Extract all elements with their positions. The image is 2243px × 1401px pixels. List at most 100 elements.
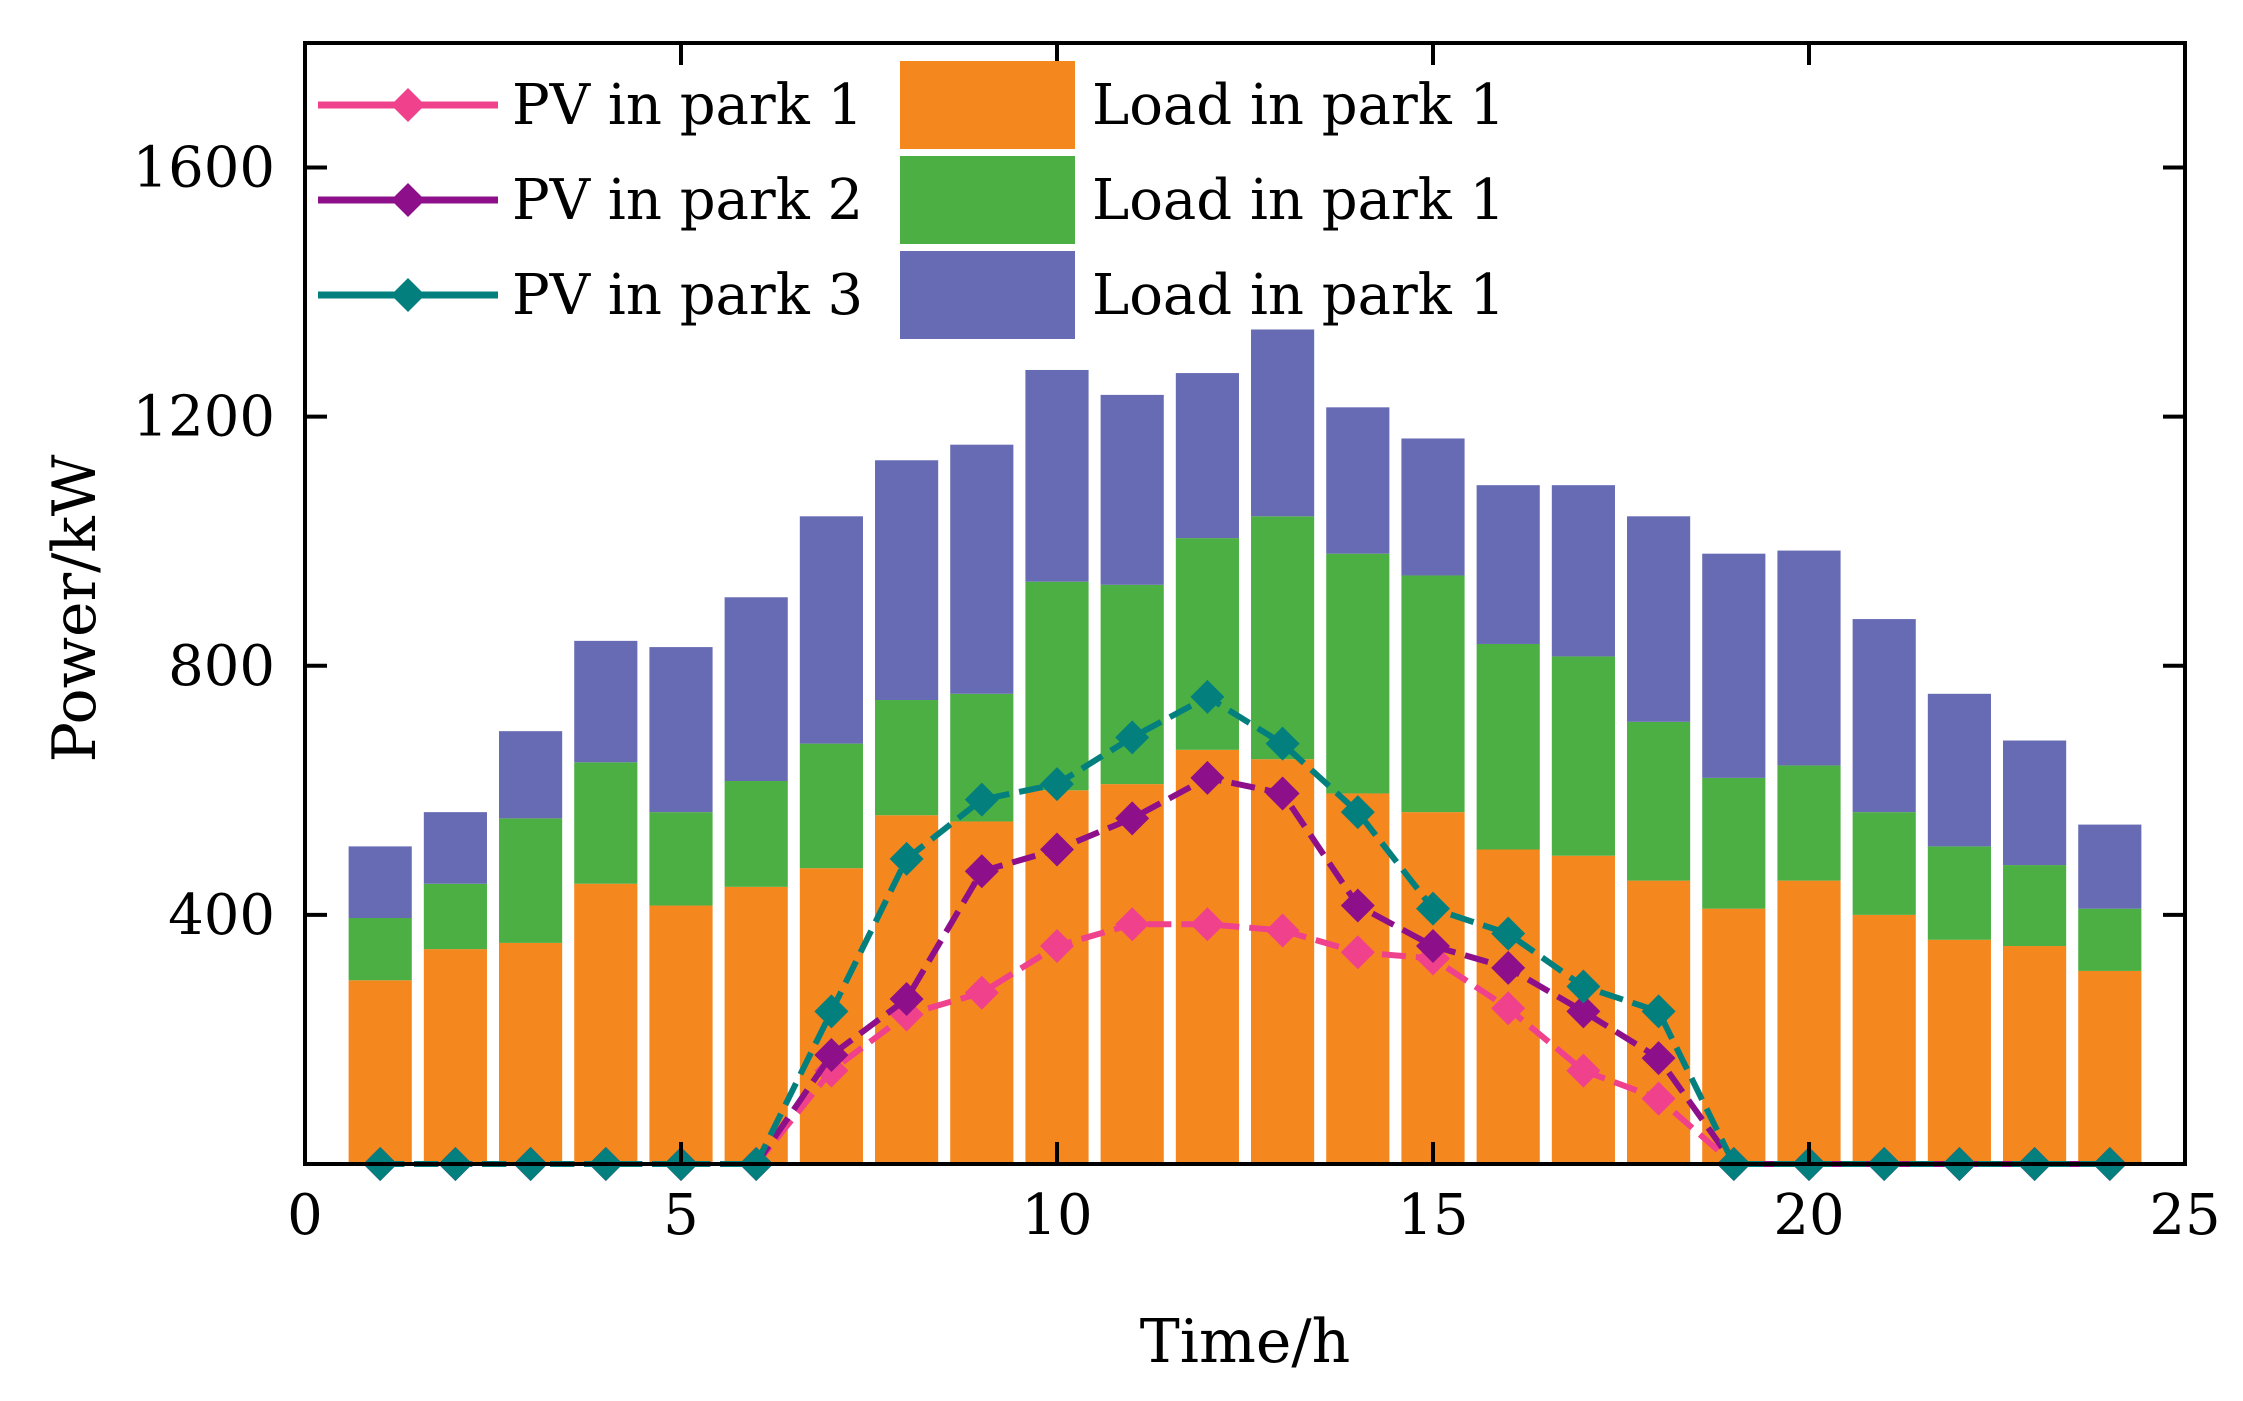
bar-3-1 [348, 846, 412, 919]
pv-marker-3-14 [1340, 795, 1375, 830]
bar-1-20 [1777, 880, 1841, 1164]
pv-line-3 [380, 693, 2110, 1167]
bar-1-11 [1100, 784, 1164, 1164]
y-tick-label-400: 400 [168, 883, 275, 948]
bar-3-21 [1852, 619, 1916, 813]
legend: PV in park 1 PV in park 2 PV in park 3 Load… [318, 61, 1505, 339]
bar-3-7 [799, 516, 863, 744]
x-tick-label-25: 25 [2149, 1183, 2220, 1248]
pv-marker-2-14 [1340, 888, 1375, 923]
bar-1-13 [1251, 759, 1315, 1164]
y-tick-label-1200: 1200 [132, 385, 275, 450]
bar-3-2 [423, 812, 487, 884]
legend-label-load-2: Load in park 1 [1092, 168, 1505, 233]
bar-3-11 [1100, 394, 1164, 585]
pv-marker-3-8 [889, 841, 924, 876]
pv-marker-2-12 [1190, 760, 1225, 795]
pv-marker-1-10 [1040, 929, 1074, 964]
y-axis-title: Power/kW [40, 454, 110, 762]
bar-2-7 [799, 743, 863, 869]
bar-3-13 [1251, 329, 1315, 517]
bar-2-3 [499, 818, 563, 943]
pv-marker-3-17 [1566, 969, 1601, 1004]
bar-2-22 [1927, 846, 1991, 940]
bar-1-3 [499, 942, 563, 1164]
legend-label-pv-2: PV in park 2 [512, 168, 863, 233]
bar-2-13 [1251, 516, 1315, 760]
pv-marker-2-10 [1040, 832, 1074, 867]
pv-marker-3-12 [1190, 679, 1225, 714]
bar-1-21 [1852, 914, 1916, 1164]
pv-marker-3-11 [1115, 720, 1150, 755]
lines-layer [363, 679, 2127, 1181]
bar-1-22 [1927, 939, 1991, 1164]
bar-2-23 [2003, 865, 2067, 947]
bar-3-18 [1627, 516, 1691, 722]
x-tick-label-5: 5 [663, 1183, 699, 1248]
pv-marker-3-15 [1416, 891, 1450, 926]
bar-2-19 [1702, 777, 1766, 909]
bar-3-14 [1326, 407, 1390, 554]
bar-1-1 [348, 980, 412, 1164]
bar-3-6 [724, 597, 788, 781]
bar-1-4 [574, 883, 638, 1164]
bar-1-2 [423, 949, 487, 1164]
pv-marker-1-17 [1566, 1053, 1601, 1088]
bar-3-3 [499, 731, 563, 819]
pv-marker-1-18 [1641, 1081, 1676, 1116]
pv-marker-3-18 [1641, 994, 1676, 1029]
bar-2-2 [423, 883, 487, 950]
bar-1-14 [1326, 793, 1390, 1164]
pv-marker-1-9 [964, 975, 999, 1010]
pv-marker-2-16 [1491, 950, 1526, 985]
y-tick-label-1600: 1600 [132, 136, 275, 201]
bar-3-22 [1927, 693, 1991, 847]
bar-3-17 [1551, 485, 1615, 657]
bar-3-15 [1401, 438, 1465, 576]
pv-marker-1-12 [1190, 907, 1225, 942]
pv-marker-2-13 [1265, 776, 1300, 811]
bar-3-19 [1702, 553, 1766, 778]
legend-label-pv-3: PV in park 3 [512, 263, 863, 328]
bar-2-4 [574, 762, 638, 884]
bar-1-12 [1175, 749, 1239, 1164]
bar-1-5 [649, 905, 713, 1164]
pv-marker-1-13 [1265, 913, 1300, 948]
bar-3-9 [950, 444, 1014, 694]
legend-swatch-3 [900, 251, 1075, 339]
legend-swatch-1 [900, 61, 1075, 149]
legend-label-load-3: Load in park 1 [1092, 263, 1505, 328]
bar-2-8 [875, 700, 939, 816]
bar-1-23 [2003, 946, 2067, 1164]
pv-marker-3-7 [814, 994, 849, 1029]
x-tick-label-15: 15 [1397, 1183, 1468, 1248]
legend-label-load-1: Load in park 1 [1092, 73, 1505, 138]
bar-1-15 [1401, 812, 1465, 1164]
pv-marker-3-10 [1040, 767, 1074, 802]
bar-2-24 [2078, 908, 2142, 971]
x-tick-label-20: 20 [1773, 1183, 1844, 1248]
bar-3-20 [1777, 550, 1841, 766]
bar-2-16 [1476, 643, 1540, 850]
bars-layer [348, 329, 2142, 1164]
pv-marker-2-17 [1566, 994, 1601, 1029]
y-tick-label-800: 800 [168, 634, 275, 699]
bar-3-12 [1175, 373, 1239, 539]
bar-3-8 [875, 460, 939, 701]
pv-marker-3-13 [1265, 726, 1300, 761]
legend-marker-2 [391, 183, 425, 217]
bar-2-12 [1175, 538, 1239, 750]
plot-frame [303, 41, 2187, 1166]
bar-3-10 [1025, 369, 1089, 582]
pv-marker-3-9 [964, 782, 999, 817]
bar-2-17 [1551, 656, 1615, 856]
bar-3-5 [649, 647, 713, 813]
bar-2-6 [724, 780, 788, 887]
bar-3-16 [1476, 485, 1540, 644]
bar-3-4 [574, 640, 638, 763]
pv-marker-2-15 [1416, 929, 1450, 964]
bar-2-14 [1326, 553, 1390, 794]
pv-marker-1-14 [1340, 935, 1375, 970]
bar-1-24 [2078, 970, 2142, 1164]
x-tick-label-0: 0 [287, 1183, 323, 1248]
